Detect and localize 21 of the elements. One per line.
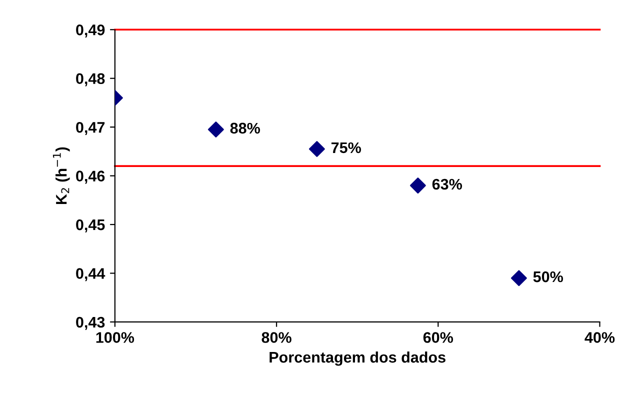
y-tick-label: 0,47 bbox=[76, 122, 105, 135]
x-tick-label: 80% bbox=[262, 332, 292, 343]
x-tick-label: 100% bbox=[96, 332, 134, 343]
y-tick-label: 0,48 bbox=[76, 73, 105, 86]
point bbox=[208, 122, 224, 138]
x-tick-label: 40% bbox=[584, 332, 615, 343]
annotation: 75% bbox=[331, 142, 361, 154]
y-tick-label: 0,43 bbox=[76, 316, 105, 330]
x-axis-title: Porcentagem dos dados bbox=[270, 351, 446, 366]
y-tick-label: 0,49 bbox=[76, 24, 105, 38]
annotation: 88% bbox=[230, 122, 260, 134]
point bbox=[308, 141, 325, 157]
annotation: 63% bbox=[432, 178, 462, 190]
point bbox=[510, 270, 527, 286]
y-tick-label: 0,45 bbox=[76, 219, 105, 232]
x-tick-label: 60% bbox=[423, 332, 454, 343]
y-tick-label: 0,46 bbox=[76, 170, 105, 184]
point bbox=[410, 178, 426, 194]
y-axis-title: K$_{2}$ (h$^{−1}$) bbox=[52, 147, 70, 204]
y-tick-label: 0,44 bbox=[76, 268, 106, 282]
annotation: 50% bbox=[533, 271, 563, 282]
